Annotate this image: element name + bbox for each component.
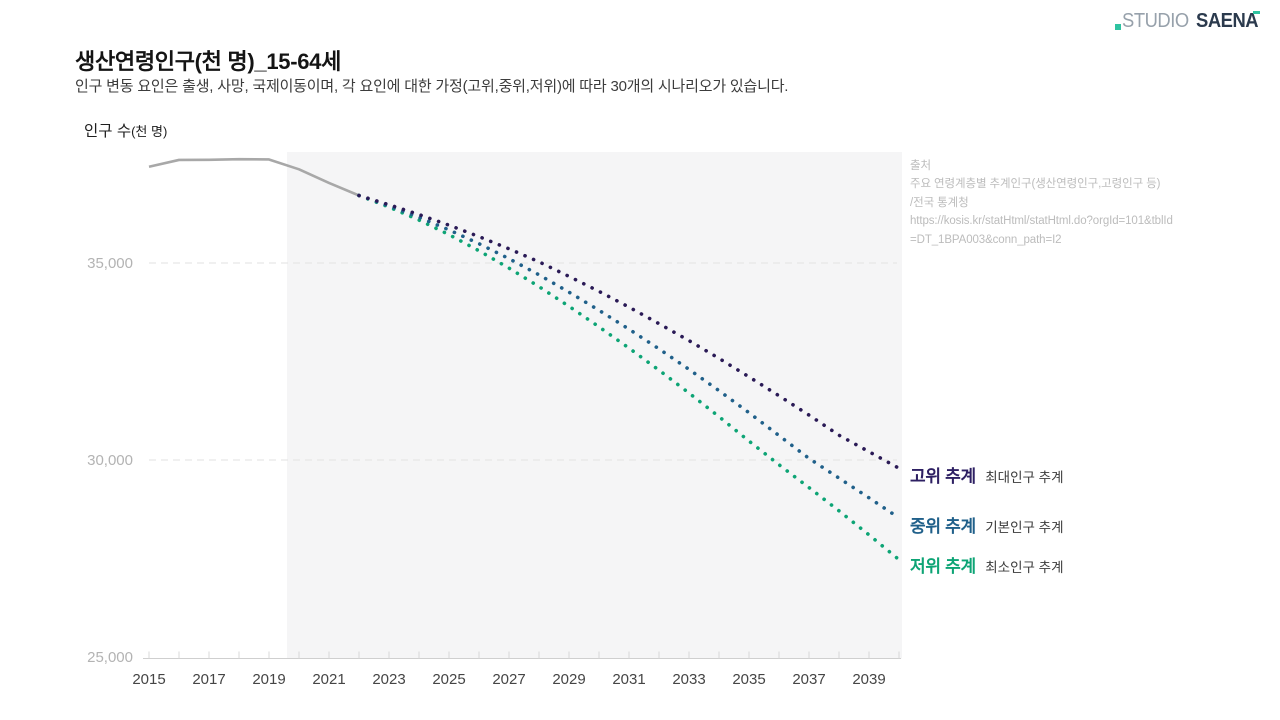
y-axis-title-unit: (천 명): [131, 124, 168, 139]
legend-item-low: 저위 추계 최소인구 추계: [910, 552, 1064, 577]
x-axis-tick-label: 2033: [672, 671, 705, 688]
y-axis-tick-label: 25,000: [87, 649, 133, 666]
x-axis-tick-label: 2035: [732, 671, 765, 688]
logo-saena-text: SAENA: [1196, 9, 1259, 32]
logo-accent-tick-icon: [1253, 10, 1260, 14]
logo-accent-square-icon: [1114, 24, 1121, 30]
x-axis-tick-label: 2037: [792, 671, 825, 688]
legend-item-medium: 중위 추계 기본인구 추계: [910, 512, 1064, 537]
studio-saena-logo: STUDIO SAENA: [1114, 8, 1264, 34]
forecast-region: [287, 152, 902, 659]
x-axis-tick-label: 2017: [192, 671, 225, 688]
y-axis-tick-label: 35,000: [87, 255, 133, 272]
x-axis-tick-label: 2019: [252, 671, 285, 688]
x-axis-tick-label: 2023: [372, 671, 405, 688]
source-line: /전국 통계청: [910, 196, 969, 209]
x-axis-tick-label: 2021: [312, 671, 345, 688]
y-axis-tick-label: 30,000: [87, 452, 133, 469]
x-axis-tick-label: 2027: [492, 671, 525, 688]
legend-sublabel-medium: 기본인구 추계: [985, 520, 1064, 535]
logo-saena-wrap: SAENA: [1196, 10, 1264, 33]
series-line-저위 추계: [357, 193, 901, 562]
series-line-historical: [148, 157, 360, 197]
source-url-line: https://kosis.kr/statHtml/statHtml.do?or…: [910, 215, 1173, 228]
legend-item-high: 고위 추계 최대인구 추계: [910, 462, 1064, 487]
y-axis-title-main: 인구 수: [84, 123, 132, 140]
legend-label-high: 고위 추계: [910, 467, 976, 486]
source-line: 주요 연령계층별 추계인구(생산연령인구,고령인구 등): [910, 178, 1161, 191]
x-axis-tick-label: 2039: [852, 671, 885, 688]
legend-label-medium: 중위 추계: [910, 517, 976, 536]
source-note: 출처 주요 연령계층별 추계인구(생산연령인구,고령인구 등) /전국 통계청 …: [910, 157, 1215, 249]
x-axis-tick-label: 2031: [612, 671, 645, 688]
legend-label-low: 저위 추계: [910, 557, 976, 576]
source-label: 출처: [910, 160, 931, 172]
logo-studio-text: STUDIO: [1121, 9, 1189, 32]
y-axis-title: 인구 수(천 명): [84, 119, 167, 141]
page-subtitle: 인구 변동 요인은 출생, 사망, 국제이동이며, 각 요인에 대한 가정(고위…: [75, 78, 789, 95]
series-line-고위 추계: [357, 193, 901, 471]
legend-sublabel-high: 최대인구 추계: [985, 470, 1064, 485]
x-axis-tick-label: 2015: [132, 671, 165, 688]
x-axis-tick-label: 2025: [432, 671, 465, 688]
legend-sublabel-low: 최소인구 추계: [985, 560, 1064, 575]
x-axis-tick-label: 2029: [552, 671, 585, 688]
page-title: 생산연령인구(천 명)_15-64세: [75, 49, 342, 74]
source-url-line: =DT_1BPA003&conn_path=I2: [910, 233, 1062, 246]
